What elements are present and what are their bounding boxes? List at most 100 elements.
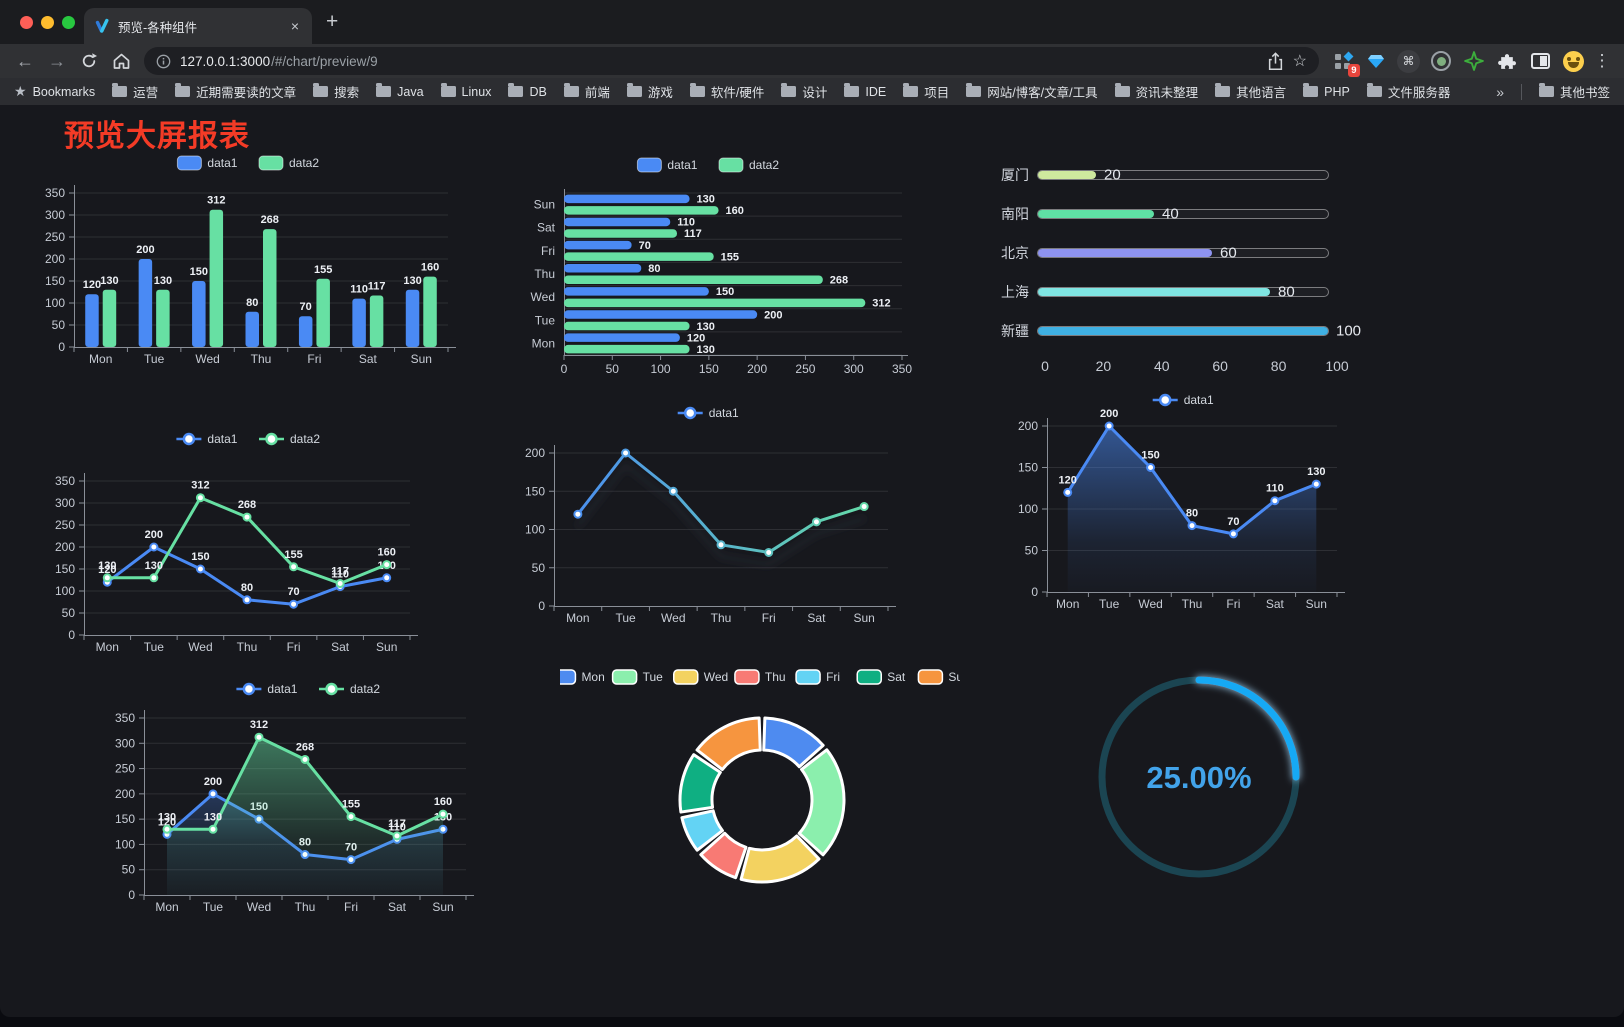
bookmark-folder[interactable]: PHP [1303,83,1350,99]
chart-gauge[interactable]: 25.00% [1059,637,1339,917]
legend-item[interactable]: Sun [917,669,970,685]
emoji-extension-icon[interactable] [1561,49,1585,73]
svg-text:data1: data1 [207,432,237,446]
chart-bar-grouped-horizontal[interactable]: 0 50 100 150 200 250 300 350 Mon 120 130 Tue 200 130 W… [500,147,920,379]
puzzle-extensions-icon[interactable] [1495,49,1519,73]
green-star-extension-icon[interactable] [1462,49,1486,73]
bookmark-folder[interactable]: 搜索 [313,82,359,101]
progress-value: 80 [1278,283,1295,300]
folder-icon [1215,83,1231,97]
svg-text:Fri: Fri [344,900,358,914]
bookmark-folder[interactable]: 项目 [903,82,949,101]
bookmark-folder[interactable]: 文件服务器 [1366,82,1450,101]
folder-icon [1538,83,1554,97]
legend-item[interactable]: data2 [319,682,380,696]
bookmark-folder[interactable]: 前端 [563,82,610,101]
progress-fill [1038,170,1096,179]
svg-text:150: 150 [45,274,65,288]
bookmarks-star-icon: ★ [14,83,27,99]
chart-pie-donut[interactable]: Mon Tue Wed Thu Fri Sat Sun [550,657,970,895]
info-icon[interactable] [156,54,171,69]
kebab-menu-icon[interactable]: ⋮ [1593,51,1611,70]
legend-item[interactable]: data2 [259,432,320,446]
svg-text:250: 250 [795,362,815,376]
address-bar[interactable]: 127.0.0.1:3000 /#/chart/preview/9 ☆ [144,47,1319,75]
chart-area-single[interactable]: 0 50 100 150 200 Mon Tue Wed Thu Fri Sat Sun 120 200 1… [975,390,1395,612]
bookmark-folder[interactable]: 网站/博客/文章/工具 [966,82,1098,101]
legend-item[interactable]: Tue [611,669,664,685]
svg-text:130: 130 [697,344,715,356]
legend-item[interactable]: Wed [673,669,728,685]
tab-close-icon[interactable]: × [290,18,299,34]
back-icon[interactable]: ← [16,51,34,71]
extension-badge: 9 [1347,64,1360,77]
progress-label: 上海 [1001,283,1029,300]
svg-text:Sat: Sat [1266,597,1285,611]
bookmark-folder[interactable]: 软件/硬件 [689,82,764,101]
bookmark-folder[interactable]: DB [508,83,547,99]
gem-extension-icon[interactable] [1364,49,1388,73]
other-bookmarks[interactable]: 其他书签 [1538,82,1610,101]
chart-area-two-series[interactable]: 0 50 100 150 200 250 300 350 Mon Tue Wed Thu Fri Sat S… [100,672,520,917]
bookmarks-root[interactable]: ★ Bookmarks [14,83,95,100]
svg-text:Thu: Thu [534,267,555,281]
svg-text:Sat: Sat [359,352,378,366]
pie-slice-Fri [680,809,724,852]
svg-text:Tue: Tue [615,611,636,625]
legend-item[interactable]: data1 [636,157,698,173]
reload-icon[interactable] [74,52,104,70]
bookmark-folder[interactable]: 资讯未整理 [1114,82,1198,101]
home-icon[interactable] [106,52,136,70]
chart-line-gradient[interactable]: 0 50 100 150 200 Mon Tue Wed Thu Fri Sat Sun data1 [500,398,920,626]
legend-item[interactable]: data2 [718,157,779,173]
chart-line-two-series[interactable]: 0 50 100 150 200 250 300 350 Mon Tue Wed Thu Fri Sat S… [40,425,460,670]
svg-text:250: 250 [55,518,75,532]
folder-icon [508,83,524,97]
bookmark-folder[interactable]: 游戏 [626,82,673,101]
svg-text:120: 120 [687,332,705,344]
svg-text:100: 100 [55,584,75,598]
legend-item[interactable]: data1 [677,406,739,420]
bookmark-folder[interactable]: 设计 [781,82,827,101]
forward-icon[interactable]: → [48,51,66,71]
svg-text:Tue: Tue [203,900,224,914]
bookmark-folder[interactable]: 其他语言 [1215,82,1286,101]
legend-item[interactable]: data1 [236,682,298,696]
chart-progress-bars[interactable]: 厦门 20 南阳 40 北京 60 上海 80 新疆 100 0 20 40 60 80 100 [975,155,1375,387]
folder-icon [903,83,919,97]
titlebar: 预览-各种组件 × + [0,0,1624,44]
legend-item[interactable]: data1 [1152,393,1214,407]
minimize-window-button[interactable] [41,16,54,29]
legend-item[interactable]: Sat [856,669,906,685]
svg-text:Thu: Thu [251,352,272,366]
svg-text:data1: data1 [709,406,739,420]
grid-extension-icon[interactable]: 9 [1331,49,1360,77]
close-window-button[interactable] [20,16,33,29]
legend-item[interactable]: data1 [176,155,238,171]
legend-item[interactable]: Mon [550,669,605,685]
legend-item[interactable]: data1 [176,432,238,446]
command-extension-icon[interactable]: ⌘ [1397,49,1420,73]
split-view-icon[interactable] [1528,49,1552,73]
bookmark-folder[interactable]: 近期需要读的文章 [175,82,296,101]
bookmark-folder[interactable]: Java [376,83,424,99]
bookmark-folder[interactable]: 运营 [112,82,158,101]
browser-tab[interactable]: 预览-各种组件 × [84,8,312,44]
svg-text:130: 130 [154,275,172,287]
bookmarks-overflow-chevron[interactable]: » [1496,83,1504,100]
bookmark-folder[interactable]: IDE [844,83,886,99]
legend-item[interactable]: Fri [795,669,840,685]
svg-text:200: 200 [136,244,154,256]
new-tab-button[interactable]: + [326,10,339,33]
progress-value: 100 [1336,322,1362,339]
legend-item[interactable]: data2 [258,155,319,171]
share-icon[interactable] [1267,51,1284,71]
svg-text:130: 130 [100,275,118,287]
svg-text:Wed: Wed [195,352,219,366]
bookmark-star-icon[interactable]: ☆ [1292,53,1307,70]
legend-item[interactable]: Thu [734,669,786,685]
bookmark-folder[interactable]: Linux [440,83,491,99]
record-extension-icon[interactable] [1429,49,1453,73]
chart-bar-grouped-vertical[interactable]: 0 50 100 150 200 250 300 350 Mon Tue Wed Thu Fri Sat S… [40,147,460,379]
zoom-window-button[interactable] [62,16,75,29]
